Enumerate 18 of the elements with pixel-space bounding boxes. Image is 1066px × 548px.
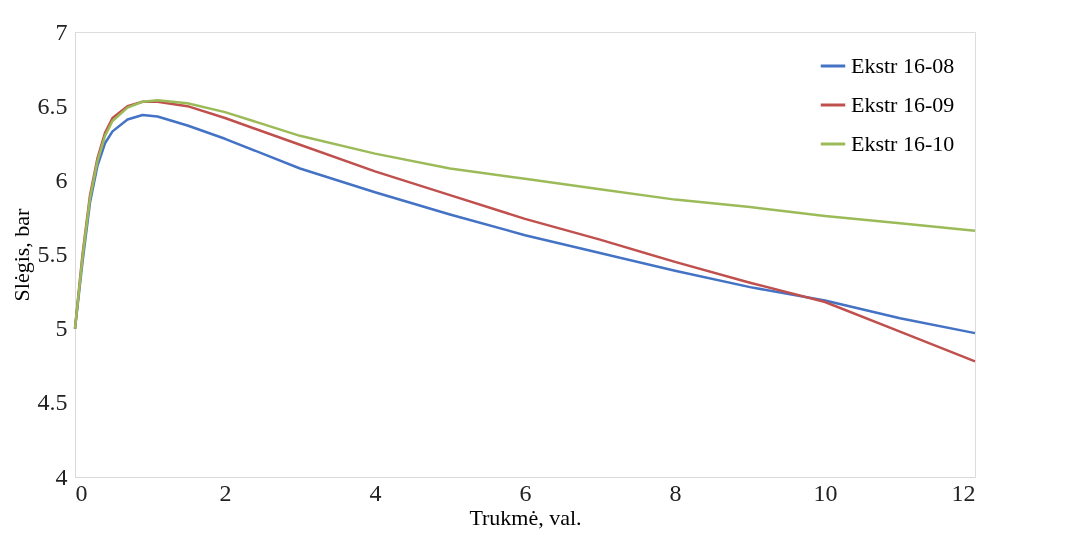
x-tick-label: 4 [369, 479, 382, 506]
x-tick-label: 6 [519, 479, 532, 506]
x-axis-title: Trukmė, val. [469, 504, 582, 530]
legend-label: Ekstr 16-10 [851, 131, 955, 156]
y-axis-title: Slėgis, bar [8, 207, 34, 302]
y-tick-label: 6 [55, 166, 68, 193]
x-tick-label: 2 [219, 479, 232, 506]
y-tick-label: 4.5 [37, 389, 68, 416]
x-tick-label: 0 [75, 479, 88, 506]
y-tick-label: 7 [55, 18, 68, 45]
x-tick-label: 12 [951, 479, 976, 506]
y-tick-label: 5 [55, 315, 68, 342]
x-tick-label: 10 [813, 479, 838, 506]
legend-label: Ekstr 16-09 [851, 92, 955, 117]
x-tick-label: 8 [669, 479, 682, 506]
y-tick-label: 6.5 [37, 92, 68, 119]
legend-label: Ekstr 16-08 [851, 53, 955, 78]
y-tick-label: 5.5 [37, 241, 68, 267]
